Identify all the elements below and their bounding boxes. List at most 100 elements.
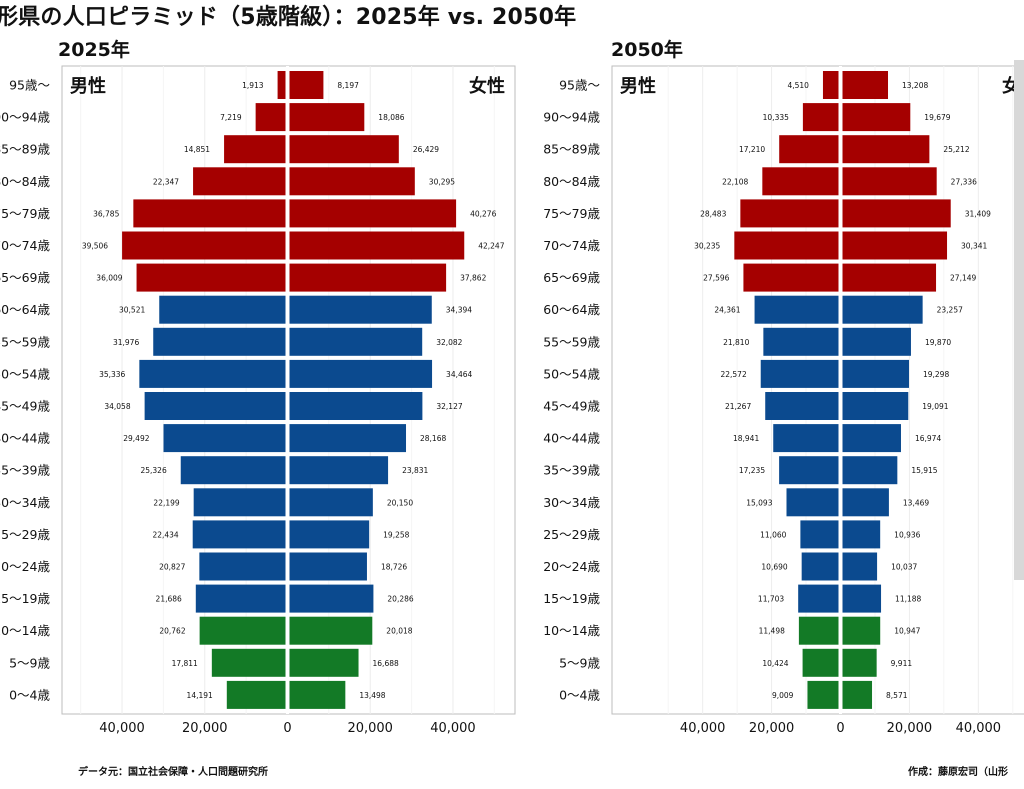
male-bar: [224, 135, 286, 164]
male-bar: [211, 648, 286, 677]
female-bar: [842, 135, 930, 164]
age-group-label: 40〜44歳: [543, 431, 600, 446]
age-group-label: 45〜49歳: [543, 399, 600, 414]
male-bar: [193, 488, 286, 517]
male-value-label: 30,521: [119, 306, 145, 315]
female-value-label: 19,091: [922, 402, 948, 411]
age-group-label: 95歳〜: [9, 78, 50, 93]
male-value-label: 20,762: [159, 627, 185, 636]
male-value-label: 17,210: [739, 145, 765, 154]
female-value-label: 32,082: [436, 338, 462, 347]
female-bar: [842, 648, 877, 677]
male-value-label: 17,811: [172, 659, 198, 668]
footer-author: 作成：藤原宏司（山形: [908, 767, 1008, 778]
age-group-label: 85〜89歳: [0, 142, 50, 157]
age-group-label: 65〜69歳: [0, 270, 50, 285]
age-group-label: 55〜59歳: [0, 334, 50, 349]
male-bar: [802, 648, 839, 677]
female-value-label: 13,498: [359, 691, 385, 700]
male-value-label: 11,703: [758, 595, 784, 604]
male-value-label: 27,596: [703, 274, 729, 283]
male-bar: [139, 359, 286, 388]
female-bar: [842, 103, 911, 132]
male-bar: [226, 680, 286, 709]
male-bar: [779, 135, 839, 164]
female-bar: [289, 456, 389, 485]
female-value-label: 15,915: [911, 466, 937, 475]
male-bar: [199, 552, 286, 581]
male-bar: [163, 424, 286, 453]
male-value-label: 29,492: [123, 434, 149, 443]
male-bar: [798, 616, 839, 645]
female-value-label: 16,974: [915, 434, 941, 443]
male-bar: [122, 231, 286, 260]
female-value-label: 27,149: [950, 274, 976, 283]
female-value-label: 28,168: [420, 434, 446, 443]
female-value-label: 25,212: [943, 145, 969, 154]
male-value-label: 1,913: [242, 81, 264, 90]
female-value-label: 31,409: [965, 209, 991, 218]
female-value-label: 37,862: [460, 274, 486, 283]
female-value-label: 18,086: [378, 113, 404, 122]
male-value-label: 18,941: [733, 434, 759, 443]
male-bar: [192, 520, 286, 549]
female-value-label: 16,688: [373, 659, 399, 668]
male-value-label: 22,199: [153, 498, 179, 507]
female-bar: [842, 520, 881, 549]
female-value-label: 10,947: [894, 627, 920, 636]
female-bar: [842, 680, 873, 709]
x-tick-label: 40,000: [430, 721, 476, 736]
male-value-label: 21,267: [725, 402, 751, 411]
panel-title-2025: 2025年: [58, 39, 130, 61]
male-value-label: 24,361: [714, 306, 740, 315]
male-value-label: 36,785: [93, 209, 119, 218]
male-value-label: 22,434: [152, 530, 178, 539]
age-group-label: 50〜54歳: [543, 366, 600, 381]
age-group-label: 95歳〜: [559, 78, 600, 93]
female-value-label: 8,571: [886, 691, 908, 700]
female-bar: [289, 488, 373, 517]
male-bar: [144, 392, 286, 420]
female-bar: [289, 263, 447, 292]
male-value-label: 28,483: [700, 209, 726, 218]
male-value-label: 14,851: [184, 145, 210, 154]
female-bar: [842, 456, 898, 485]
female-value-label: 42,247: [478, 242, 504, 251]
male-bar: [734, 231, 839, 260]
age-group-label: 10〜14歳: [0, 623, 50, 638]
male-bar: [159, 295, 286, 324]
male-bar: [180, 456, 286, 485]
female-bar: [289, 231, 465, 260]
age-group-label: 80〜84歳: [0, 174, 50, 189]
age-group-label: 30〜34歳: [543, 495, 600, 510]
male-bar: [762, 167, 839, 196]
male-bar: [822, 71, 839, 99]
female-value-label: 19,258: [383, 530, 409, 539]
male-bar: [199, 616, 286, 645]
male-bar: [807, 680, 839, 709]
male-value-label: 39,506: [82, 242, 108, 251]
female-bar: [842, 199, 951, 228]
female-value-label: 20,150: [387, 498, 413, 507]
female-value-label: 26,429: [413, 145, 439, 154]
female-value-label: 20,286: [387, 595, 413, 604]
male-bar: [798, 584, 839, 613]
male-bar: [136, 263, 286, 292]
x-tick-label: 40,000: [956, 721, 1002, 736]
female-bar: [289, 135, 399, 164]
female-value-label: 27,336: [951, 177, 977, 186]
plot-frame: [611, 65, 1024, 715]
male-value-label: 10,424: [762, 659, 788, 668]
age-group-label: 55〜59歳: [543, 334, 600, 349]
age-group-label: 35〜39歳: [543, 463, 600, 478]
chart-title: 形県の人口ピラミッド（5歳階級）：2025年 vs. 2050年: [0, 5, 577, 30]
female-value-label: 11,188: [895, 595, 921, 604]
age-group-label: 15〜19歳: [543, 591, 600, 606]
scrollbar[interactable]: [1014, 60, 1024, 580]
female-bar: [289, 392, 423, 420]
female-value-label: 19,298: [923, 370, 949, 379]
footer-source: データ元：国立社会保障・人口問題研究所: [78, 767, 268, 778]
male-value-label: 7,219: [220, 113, 242, 122]
female-bar: [842, 552, 878, 581]
female-bar: [842, 392, 909, 420]
